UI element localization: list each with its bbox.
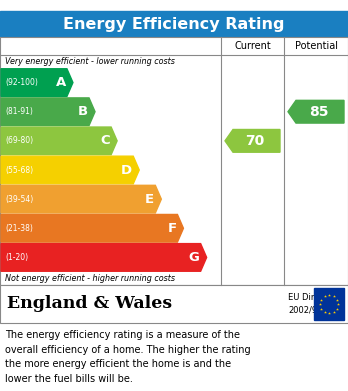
Text: EU Directive
2002/91/EC: EU Directive 2002/91/EC bbox=[288, 293, 340, 315]
Bar bbox=[0, 11, 348, 37]
Text: Very energy efficient - lower running costs: Very energy efficient - lower running co… bbox=[5, 57, 175, 66]
Text: (81-91): (81-91) bbox=[5, 107, 33, 116]
Polygon shape bbox=[1, 69, 73, 97]
Text: Not energy efficient - higher running costs: Not energy efficient - higher running co… bbox=[5, 274, 175, 283]
Bar bbox=[314, 288, 344, 320]
Text: England & Wales: England & Wales bbox=[7, 296, 172, 312]
Bar bbox=[0, 37, 348, 285]
Text: (92-100): (92-100) bbox=[5, 78, 38, 87]
Text: E: E bbox=[145, 193, 154, 206]
Text: D: D bbox=[121, 163, 132, 176]
Text: Potential: Potential bbox=[294, 41, 338, 51]
Text: (1-20): (1-20) bbox=[5, 253, 28, 262]
Text: F: F bbox=[167, 222, 176, 235]
Polygon shape bbox=[225, 129, 280, 152]
Polygon shape bbox=[288, 100, 344, 123]
Polygon shape bbox=[1, 185, 161, 213]
Bar bbox=[0, 285, 348, 323]
Text: Current: Current bbox=[234, 41, 271, 51]
Text: 85: 85 bbox=[309, 105, 329, 119]
Text: C: C bbox=[101, 135, 110, 147]
Text: A: A bbox=[56, 76, 66, 89]
Polygon shape bbox=[1, 156, 139, 184]
Text: (21-38): (21-38) bbox=[5, 224, 33, 233]
Text: G: G bbox=[189, 251, 200, 264]
Polygon shape bbox=[1, 244, 207, 271]
Polygon shape bbox=[1, 215, 183, 242]
Text: (39-54): (39-54) bbox=[5, 195, 33, 204]
Text: (69-80): (69-80) bbox=[5, 136, 33, 145]
Text: The energy efficiency rating is a measure of the
overall efficiency of a home. T: The energy efficiency rating is a measur… bbox=[5, 330, 251, 384]
Text: B: B bbox=[78, 105, 88, 118]
Polygon shape bbox=[1, 98, 95, 126]
Polygon shape bbox=[1, 127, 117, 155]
Text: 70: 70 bbox=[246, 134, 265, 148]
Text: Energy Efficiency Rating: Energy Efficiency Rating bbox=[63, 16, 285, 32]
Text: (55-68): (55-68) bbox=[5, 165, 33, 174]
